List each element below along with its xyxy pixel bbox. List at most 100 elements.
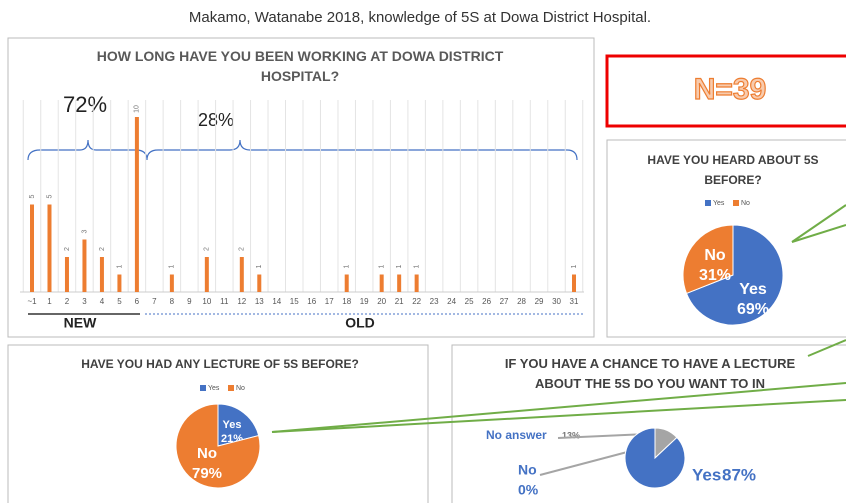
- x-tick-label: 25: [465, 297, 474, 306]
- data-label: 5: [29, 194, 36, 198]
- data-label: 2: [239, 247, 246, 251]
- legend-swatch: [705, 200, 711, 206]
- data-label: 5: [46, 194, 53, 198]
- annotation: OLD: [345, 315, 375, 331]
- n-box: [605, 54, 846, 128]
- bar: [204, 257, 209, 292]
- x-tick-label: 24: [447, 297, 456, 306]
- bar: [257, 274, 262, 292]
- annotation: NEW: [64, 315, 97, 331]
- slice-value: 69%: [737, 301, 769, 318]
- pie-slice: [624, 427, 686, 489]
- pie-slice: [685, 224, 784, 326]
- x-tick-label: 15: [290, 297, 299, 306]
- x-tick-label: 8: [170, 297, 175, 306]
- slice-label: Yes: [739, 281, 767, 298]
- chart-title: IF YOU HAVE A CHANCE TO HAVE A LECTURE A…: [504, 356, 796, 391]
- panel: [7, 37, 595, 338]
- bar: [134, 117, 139, 292]
- x-tick-label: 1: [47, 297, 52, 306]
- bar: [379, 274, 384, 292]
- bar: [82, 239, 87, 292]
- pie-slice: [175, 403, 261, 489]
- slice-value: 0%: [518, 482, 539, 498]
- slice-label: No: [704, 247, 726, 264]
- x-tick-label: 7: [152, 297, 157, 306]
- bar: [47, 204, 52, 292]
- x-tick-label: 6: [135, 297, 140, 306]
- pie-slice: [682, 224, 734, 295]
- bar: [64, 257, 69, 292]
- slice-label: No: [518, 462, 537, 478]
- data-label: 1: [379, 264, 386, 268]
- data-label: 1: [256, 264, 263, 268]
- bar: [99, 257, 104, 292]
- bar: [414, 274, 419, 292]
- bar: [30, 204, 34, 292]
- bar: [117, 274, 122, 292]
- slice-value: 87%: [722, 465, 756, 484]
- connector-lines: [271, 204, 846, 433]
- x-tick-label: 20: [377, 297, 386, 306]
- x-tick-label: 10: [202, 297, 211, 306]
- legend-label: Yes: [713, 200, 725, 207]
- slice-value: 79%: [192, 465, 222, 482]
- x-tick-label: 14: [272, 297, 281, 306]
- x-tick-label: 18: [342, 297, 351, 306]
- bar: [572, 274, 576, 292]
- page-title: Makamo, Watanabe 2018, knowledge of 5S a…: [189, 9, 651, 26]
- legend-label: Yes: [208, 385, 220, 392]
- data-label: 1: [116, 264, 123, 268]
- panel: [606, 139, 846, 338]
- x-tick-label: 9: [187, 297, 192, 306]
- chart-title: HOW LONG HAVE YOU BEEN WORKING AT DOWA D…: [96, 48, 504, 84]
- slice-label: No: [197, 445, 217, 462]
- bar: [239, 257, 244, 292]
- bar: [344, 274, 349, 292]
- x-tick-label: 4: [100, 297, 105, 306]
- pie-slice: [217, 403, 260, 447]
- x-tick-label: 19: [360, 297, 369, 306]
- brace: [27, 139, 578, 161]
- x-tick-label: 17: [325, 297, 334, 306]
- x-tick-label: ~1: [27, 297, 37, 306]
- data-label: 2: [99, 247, 106, 251]
- slice-label: No answer: [486, 428, 547, 442]
- data-label: 1: [344, 264, 351, 268]
- x-tick-label: 31: [570, 297, 579, 306]
- data-label: 10: [134, 105, 141, 113]
- legend-label: No: [236, 385, 245, 392]
- x-tick-label: 5: [117, 297, 122, 306]
- legend-swatch: [733, 200, 739, 206]
- annotation: 72%: [63, 92, 107, 117]
- panel: [7, 344, 429, 503]
- legend-label: No: [741, 200, 750, 207]
- x-tick-label: 22: [412, 297, 421, 306]
- x-tick-label: 3: [82, 297, 87, 306]
- chart-title: HAVE YOU HAD ANY LECTURE OF 5S BEFORE?: [81, 357, 359, 371]
- legend-swatch: [200, 385, 206, 391]
- x-tick-label: 27: [500, 297, 509, 306]
- data-label: 2: [64, 247, 71, 251]
- slice-label: Yes: [692, 465, 721, 484]
- chart-title: HAVE YOU HEARD ABOUT 5S BEFORE?: [647, 153, 819, 187]
- panel: [451, 344, 846, 503]
- slice-value: 31%: [699, 267, 731, 284]
- x-tick-label: 29: [535, 297, 544, 306]
- legend-swatch: [228, 385, 234, 391]
- bar: [397, 274, 402, 292]
- data-label: 1: [396, 264, 403, 268]
- data-label: 3: [81, 229, 88, 233]
- data-label: 1: [571, 264, 578, 268]
- x-tick-label: 16: [307, 297, 316, 306]
- x-tick-label: 23: [430, 297, 439, 306]
- x-tick-label: 28: [517, 297, 526, 306]
- x-tick-label: 30: [552, 297, 561, 306]
- data-label: 1: [169, 264, 176, 268]
- slice-value: 13%: [562, 430, 580, 440]
- x-tick-label: 12: [237, 297, 246, 306]
- x-tick-label: 13: [255, 297, 264, 306]
- x-tick-label: 26: [482, 297, 491, 306]
